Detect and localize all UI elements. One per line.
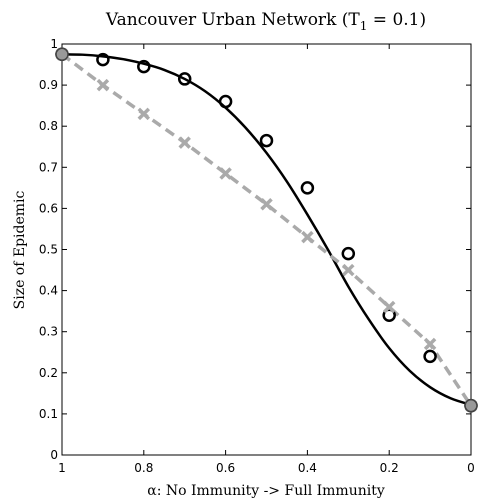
chart-title-main: Vancouver Urban Network (T <box>105 10 361 30</box>
y-axis: 0 0.1 0.2 0.3 0.4 0.5 0.6 0.7 0.8 0.9 1 <box>39 37 471 462</box>
endpoint-marker <box>55 47 69 62</box>
x-marker-stroke <box>96 78 110 92</box>
y-tick-label: 0.8 <box>39 119 58 133</box>
circle-marker <box>382 308 396 323</box>
x-marker-stroke <box>423 337 437 351</box>
y-tick-label: 0.9 <box>39 78 58 92</box>
y-tick-label: 0.2 <box>39 366 58 380</box>
y-tick-label: 1 <box>50 37 58 51</box>
solid-series-line <box>61 53 472 407</box>
x-tick-label: 0.4 <box>298 461 317 475</box>
circle-marker <box>259 133 274 148</box>
chart-title: Vancouver Urban Network (T1 = 0.1) <box>105 10 426 33</box>
x-marker-stroke <box>137 107 151 121</box>
x-tick-label: 1 <box>58 461 66 475</box>
circle-marker <box>423 349 437 364</box>
x-marker <box>96 78 110 92</box>
y-tick-label: 0.5 <box>39 243 58 257</box>
circle-marker <box>341 246 356 261</box>
plot-frame <box>61 43 472 456</box>
x-tick-label: 0.8 <box>134 461 153 475</box>
endpoint-marker <box>464 398 478 413</box>
x-marker <box>301 230 314 244</box>
x-marker <box>137 107 151 121</box>
circle-marker <box>137 59 151 74</box>
chart-title-tail: = 0.1) <box>367 10 426 30</box>
x-tick-label: 0.2 <box>380 461 399 475</box>
dashed-series-line <box>60 52 473 407</box>
circle-marker <box>300 181 315 195</box>
y-tick-label: 0.1 <box>39 407 58 421</box>
x-marker <box>219 167 232 180</box>
x-axis: 1 0.8 0.6 0.4 0.2 0 <box>58 44 475 475</box>
x-marker-stroke <box>178 136 191 149</box>
x-marker-stroke <box>382 300 396 314</box>
y-tick-label: 0.7 <box>39 160 58 174</box>
x-tick-label: 0 <box>467 461 475 475</box>
x-marker <box>382 300 396 314</box>
circle-marker <box>218 94 233 109</box>
y-tick-label: 0.6 <box>39 201 58 215</box>
x-marker <box>260 198 273 211</box>
x-axis-label-symbol: α <box>147 483 157 499</box>
x-tick-label: 0.6 <box>216 461 235 475</box>
circle-marker <box>177 72 192 86</box>
x-marker-stroke <box>342 263 355 277</box>
x-marker-stroke <box>301 230 314 244</box>
series-layer <box>55 47 478 413</box>
x-marker-stroke <box>219 167 232 180</box>
x-axis-label-text: : No Immunity -> Full Immunity <box>157 483 385 499</box>
x-marker <box>178 136 191 149</box>
circle-marker <box>96 52 110 67</box>
chart-title-subscript: 1 <box>360 19 368 33</box>
y-tick-label: 0.4 <box>39 284 58 298</box>
x-axis-label: α: No Immunity -> Full Immunity <box>147 483 385 499</box>
x-marker <box>423 337 437 351</box>
y-tick-label: 0.3 <box>39 325 58 339</box>
y-axis-label: Size of Epidemic <box>12 190 28 309</box>
y-tick-label: 0 <box>50 448 58 462</box>
x-marker <box>342 263 355 277</box>
x-marker-stroke <box>260 198 273 211</box>
